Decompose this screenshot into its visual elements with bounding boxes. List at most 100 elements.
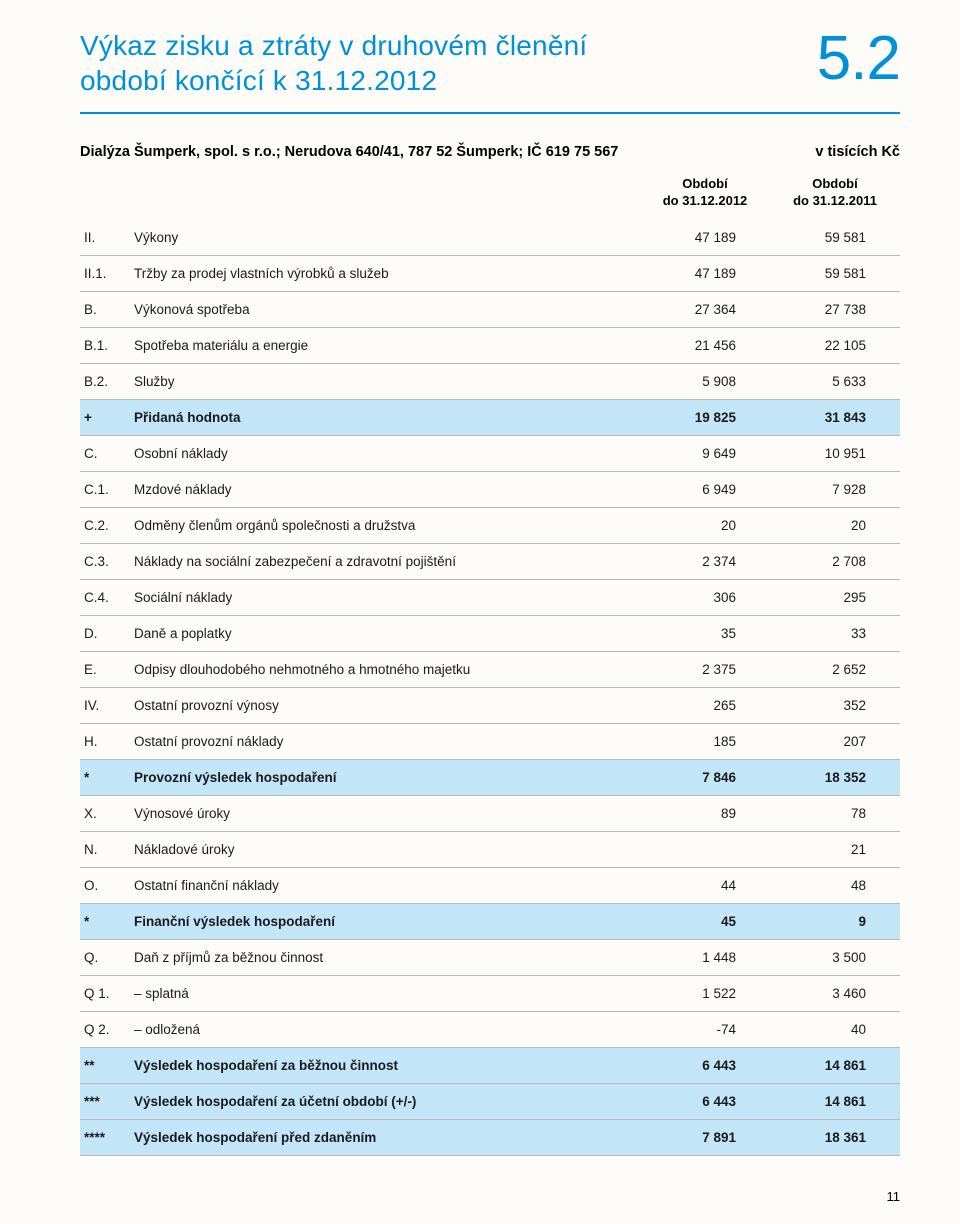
row-value-2012: 265 [640,698,770,713]
row-code: II. [80,230,134,245]
table-row: Q 2.– odložená-7440 [80,1012,900,1048]
row-description: Provozní výsledek hospodaření [134,770,640,785]
row-description: Výnosové úroky [134,806,640,821]
col2-line1: Období [770,176,900,193]
row-value-2011: 21 [770,842,900,857]
row-value-2012: 185 [640,734,770,749]
row-value-2012: 21 456 [640,338,770,353]
row-value-2011: 33 [770,626,900,641]
row-code: C.1. [80,482,134,497]
table-row: D.Daně a poplatky3533 [80,616,900,652]
table-row: E.Odpisy dlouhodobého nehmotného a hmotn… [80,652,900,688]
row-code: Q 2. [80,1022,134,1037]
row-description: Služby [134,374,640,389]
row-value-2011: 18 361 [770,1130,900,1145]
row-description: Výsledek hospodaření za běžnou činnost [134,1058,640,1073]
row-code: X. [80,806,134,821]
row-code: N. [80,842,134,857]
table-row: *Provozní výsledek hospodaření7 84618 35… [80,760,900,796]
table-row: H.Ostatní provozní náklady185207 [80,724,900,760]
row-description: Výsledek hospodaření za účetní období (+… [134,1094,640,1109]
section-number: 5.2 [817,28,900,90]
row-value-2011: 59 581 [770,230,900,245]
column-headers: Období do 31.12.2012 Období do 31.12.201… [80,176,900,210]
row-value-2011: 5 633 [770,374,900,389]
subheader: Dialýza Šumperk, spol. s r.o.; Nerudova … [80,144,900,160]
row-description: Daň z příjmů za běžnou činnost [134,950,640,965]
row-value-2012: 44 [640,878,770,893]
row-code: O. [80,878,134,893]
row-code: C.3. [80,554,134,569]
row-code: C.2. [80,518,134,533]
table-row: IV.Ostatní provozní výnosy265352 [80,688,900,724]
page-header: Výkaz zisku a ztráty v druhovém členění … [80,28,900,114]
row-value-2012: 5 908 [640,374,770,389]
row-value-2011: 59 581 [770,266,900,281]
col1-line1: Období [640,176,770,193]
row-value-2011: 14 861 [770,1058,900,1073]
row-value-2012: 89 [640,806,770,821]
row-description: Sociální náklady [134,590,640,605]
currency-unit: v tisících Kč [815,144,900,160]
row-description: Náklady na sociální zabezpečení a zdravo… [134,554,640,569]
row-code: H. [80,734,134,749]
table-row: C.1.Mzdové náklady6 9497 928 [80,472,900,508]
column-header-2011: Období do 31.12.2011 [770,176,900,210]
row-code: E. [80,662,134,677]
row-value-2012: 19 825 [640,410,770,425]
page-title: Výkaz zisku a ztráty v druhovém členění … [80,28,587,98]
row-value-2011: 3 460 [770,986,900,1001]
row-value-2012: 2 374 [640,554,770,569]
table-row: O.Ostatní finanční náklady4448 [80,868,900,904]
table-row: C.Osobní náklady9 64910 951 [80,436,900,472]
table-row: C.2.Odměny členům orgánů společnosti a d… [80,508,900,544]
row-description: Finanční výsledek hospodaření [134,914,640,929]
row-code: C.4. [80,590,134,605]
row-description: Odměny členům orgánů společnosti a družs… [134,518,640,533]
row-value-2011: 27 738 [770,302,900,317]
table-row: II.1.Tržby za prodej vlastních výrobků a… [80,256,900,292]
row-description: Ostatní provozní náklady [134,734,640,749]
table-row: Q.Daň z příjmů za běžnou činnost1 4483 5… [80,940,900,976]
row-value-2012: -74 [640,1022,770,1037]
title-line-2: období končící k 31.12.2012 [80,63,587,98]
row-code: Q. [80,950,134,965]
row-value-2011: 295 [770,590,900,605]
row-code: + [80,410,134,425]
row-description: Odpisy dlouhodobého nehmotného a hmotnéh… [134,662,640,677]
row-code: * [80,770,134,785]
row-code: B. [80,302,134,317]
row-code: B.1. [80,338,134,353]
table-row: *Finanční výsledek hospodaření459 [80,904,900,940]
row-value-2011: 7 928 [770,482,900,497]
row-description: Osobní náklady [134,446,640,461]
table-row: ***Výsledek hospodaření za účetní období… [80,1084,900,1120]
row-value-2012: 27 364 [640,302,770,317]
row-value-2012: 9 649 [640,446,770,461]
row-value-2012: 35 [640,626,770,641]
row-value-2011: 3 500 [770,950,900,965]
table-row: ****Výsledek hospodaření před zdaněním7 … [80,1120,900,1156]
row-description: Výsledek hospodaření před zdaněním [134,1130,640,1145]
row-value-2011: 352 [770,698,900,713]
table-row: **Výsledek hospodaření za běžnou činnost… [80,1048,900,1084]
row-description: Výkonová spotřeba [134,302,640,317]
table-row: C.3.Náklady na sociální zabezpečení a zd… [80,544,900,580]
row-value-2012: 6 443 [640,1094,770,1109]
table-row: B.Výkonová spotřeba27 36427 738 [80,292,900,328]
row-value-2012: 6 949 [640,482,770,497]
row-value-2011: 207 [770,734,900,749]
title-line-1: Výkaz zisku a ztráty v druhovém členění [80,28,587,63]
row-value-2012: 2 375 [640,662,770,677]
row-value-2011: 48 [770,878,900,893]
row-value-2012: 1 522 [640,986,770,1001]
row-code: II.1. [80,266,134,281]
row-code: Q 1. [80,986,134,1001]
row-description: – odložená [134,1022,640,1037]
row-code: * [80,914,134,929]
row-description: Daně a poplatky [134,626,640,641]
row-code: D. [80,626,134,641]
page-number: 11 [887,1189,901,1204]
row-value-2011: 14 861 [770,1094,900,1109]
row-value-2012: 20 [640,518,770,533]
